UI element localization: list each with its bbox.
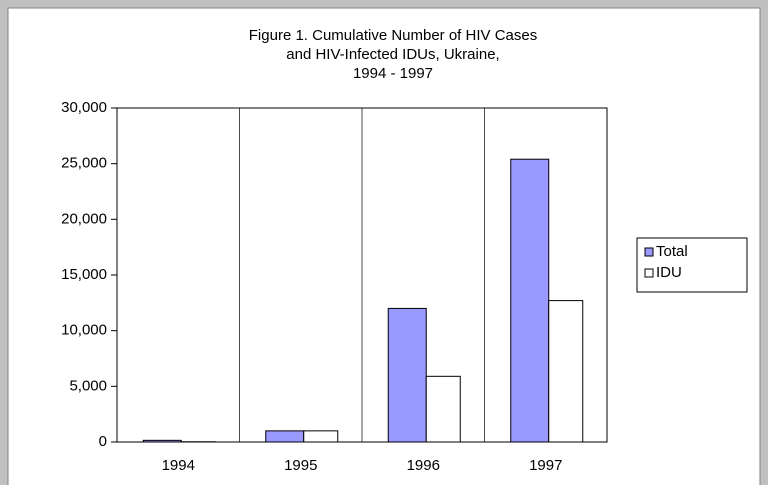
y-tick-label: 15,000 bbox=[61, 266, 107, 283]
legend-swatch bbox=[644, 268, 654, 278]
bar bbox=[265, 430, 305, 443]
legend-swatch bbox=[644, 247, 654, 257]
y-tick-label: 20,000 bbox=[61, 210, 107, 227]
y-tick-label: 25,000 bbox=[61, 155, 107, 172]
chart-title: and HIV-Infected IDUs, Ukraine, bbox=[286, 46, 499, 63]
y-tick-label: 0 bbox=[99, 433, 107, 450]
legend-label: IDU bbox=[656, 264, 682, 281]
bar bbox=[425, 375, 461, 443]
bar bbox=[548, 300, 584, 443]
x-tick-label: 1996 bbox=[407, 457, 440, 474]
x-tick-label: 1997 bbox=[529, 457, 562, 474]
legend-box bbox=[636, 237, 748, 293]
x-tick-label: 1995 bbox=[284, 457, 317, 474]
y-tick-label: 5,000 bbox=[69, 377, 107, 394]
y-tick-label: 30,000 bbox=[61, 99, 107, 116]
bar bbox=[303, 430, 339, 443]
bar bbox=[510, 158, 550, 443]
chart-panel bbox=[7, 7, 761, 485]
legend-label: Total bbox=[656, 243, 688, 260]
chart-title: Figure 1. Cumulative Number of HIV Cases bbox=[249, 27, 537, 44]
y-tick-label: 10,000 bbox=[61, 322, 107, 339]
bar bbox=[387, 307, 427, 443]
x-tick-label: 1994 bbox=[162, 457, 195, 474]
chart-title: 1994 - 1997 bbox=[353, 65, 433, 82]
